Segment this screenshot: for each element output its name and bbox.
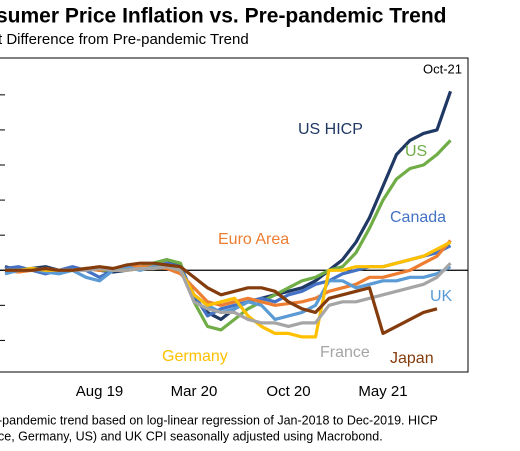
x-tick-label: Aug 19: [76, 383, 124, 400]
annotation: Oct-21: [423, 61, 462, 76]
series-label: Germany: [162, 348, 228, 365]
series-line: [5, 261, 438, 335]
footnote: -pandemic trend based on log-linear regr…: [0, 413, 438, 427]
x-tick-label: Mar 20: [171, 383, 218, 400]
series-label: UK: [430, 288, 453, 305]
plot-frame: [0, 57, 469, 373]
x-tick-label: Oct 20: [266, 383, 310, 400]
chart-subtitle: t Difference from Pre-pandemic Trend: [0, 31, 249, 48]
series-line: [4, 265, 452, 321]
series-label: US: [405, 143, 427, 160]
footnote: ce, Germany, US) and UK CPI seasonally a…: [0, 429, 383, 443]
x-tick-label: May 21: [358, 383, 407, 400]
chart-title: sumer Price Inflation vs. Pre-pandemic T…: [0, 5, 446, 28]
series-label: Euro Area: [218, 231, 289, 248]
series-line: [5, 262, 452, 328]
series-line: [4, 90, 453, 321]
series-label: US HICP: [298, 121, 363, 138]
series-label: France: [320, 344, 370, 361]
series-label: Canada: [390, 209, 446, 226]
series-label: Japan: [390, 350, 434, 367]
